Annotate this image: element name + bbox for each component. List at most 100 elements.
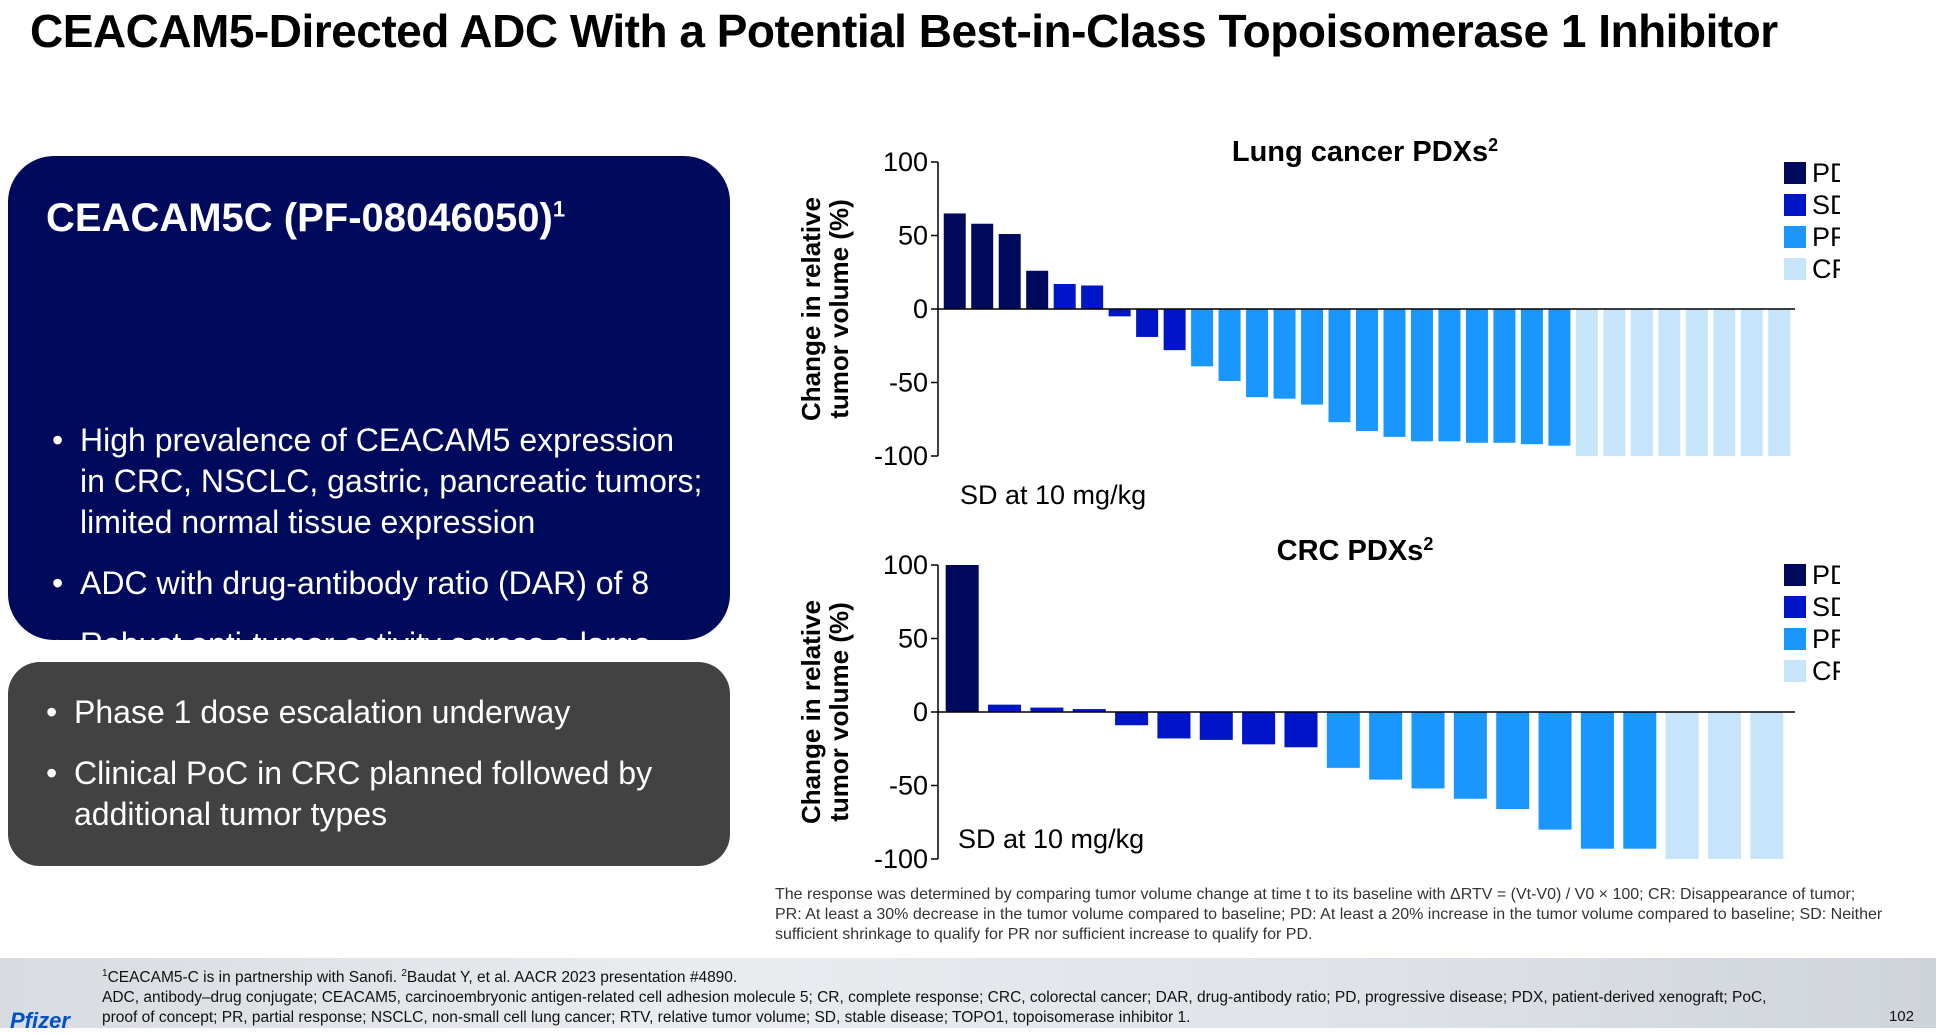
bar-sd xyxy=(1136,309,1159,337)
bar-pr xyxy=(1246,309,1269,398)
ref2-text: Baudat Y, et al. AACR 2023 presentation … xyxy=(406,969,738,986)
legend-swatch-pd xyxy=(1784,162,1806,184)
legend-label: SD xyxy=(1812,190,1840,220)
chart-title-text: CRC PDXs xyxy=(1277,535,1424,567)
legend-swatch-pr xyxy=(1784,226,1806,248)
legend-label: PD xyxy=(1812,158,1840,188)
bar-pd xyxy=(1026,270,1049,309)
page-number: 102 xyxy=(1888,1008,1914,1025)
pfizer-logo: Pfizer xyxy=(10,1008,70,1033)
bar-cr xyxy=(1665,712,1699,859)
bar-pr xyxy=(1493,309,1516,443)
bar-cr xyxy=(1630,309,1653,456)
bar-cr xyxy=(1575,309,1598,456)
y-tick-label: 0 xyxy=(913,697,928,727)
bar-pd xyxy=(945,565,979,712)
y-tick-label: 100 xyxy=(883,147,928,177)
bar-cr xyxy=(1768,309,1791,456)
bar-cr xyxy=(1658,309,1681,456)
bar-sd xyxy=(1081,285,1104,309)
y-axis-title-line: Change in relative xyxy=(796,600,826,824)
bar-sd xyxy=(1053,284,1076,309)
y-tick-label: 50 xyxy=(898,221,928,251)
bar-sd xyxy=(1199,712,1233,740)
y-axis-title-line: Change in relative xyxy=(796,197,826,421)
bar-cr xyxy=(1707,712,1741,859)
y-tick-label: -50 xyxy=(889,771,928,801)
bar-pr xyxy=(1453,712,1487,799)
chart-title-sup: 2 xyxy=(1488,135,1498,155)
lung-cancer-waterfall-chart: Lung cancer PDXs2 100 50 0 -50 -100 Change in … xyxy=(796,135,1840,510)
dose-annotation: SD at 10 mg/kg xyxy=(960,480,1146,510)
bar-cr xyxy=(1685,309,1708,456)
bar-pr xyxy=(1191,309,1214,367)
status-bullet-list: Phase 1 dose escalation underway Clinica… xyxy=(40,692,720,855)
summary-bullet: High prevalence of CEACAM5 expression in… xyxy=(46,420,706,543)
chart-title: Lung cancer PDXs2 xyxy=(1232,135,1498,168)
panel-heading-sup: 1 xyxy=(552,196,566,222)
y-axis-title-line: tumor volume (%) xyxy=(824,199,854,419)
legend-label: SD xyxy=(1812,592,1840,622)
bar-pr xyxy=(1548,309,1571,446)
bar-sd xyxy=(1072,709,1106,712)
bar-pr xyxy=(1328,309,1351,423)
ref1-sup: 1 xyxy=(102,967,108,979)
bar-pr xyxy=(1369,712,1403,780)
bar-sd xyxy=(1157,712,1191,739)
reference-line: 1CEACAM5-C is in partnership with Sanofi… xyxy=(102,968,1802,988)
legend-label: CR xyxy=(1812,254,1840,284)
legend-label: PR xyxy=(1812,624,1840,654)
bar-pr xyxy=(1623,712,1657,849)
footer-references: 1CEACAM5-C is in partnership with Sanofi… xyxy=(102,968,1802,1028)
bar-cr xyxy=(1713,309,1736,456)
drug-summary-panel: CEACAM5C (PF-08046050)1 High prevalence … xyxy=(8,156,730,703)
chart-title: CRC PDXs2 xyxy=(1277,534,1434,567)
bar-pd xyxy=(971,223,994,309)
bar-sd xyxy=(1115,712,1149,726)
summary-bullet: ADC with drug-antibody ratio (DAR) of 8 xyxy=(46,563,706,604)
bar-sd xyxy=(1108,309,1131,317)
bar-pr xyxy=(1383,309,1406,437)
dose-annotation: SD at 10 mg/kg xyxy=(958,824,1144,854)
legend-swatch-sd xyxy=(1784,194,1806,216)
bar-pr xyxy=(1410,309,1433,442)
bar-sd xyxy=(1030,707,1064,712)
legend-label: CR xyxy=(1812,656,1840,686)
response-criteria-footnote: The response was determined by comparing… xyxy=(775,886,1883,943)
page-title: CEACAM5-Directed ADC With a Potential Be… xyxy=(30,5,1778,57)
panel-heading: CEACAM5C (PF-08046050)1 xyxy=(46,196,565,241)
legend-swatch-sd xyxy=(1784,596,1806,618)
legend-label: PR xyxy=(1812,222,1840,252)
bar-pr xyxy=(1465,309,1488,443)
bar-cr xyxy=(1750,712,1784,859)
bar-pr xyxy=(1580,712,1614,849)
y-axis-title: Change in relativetumor volume (%) xyxy=(796,197,854,421)
y-tick-label: 0 xyxy=(913,294,928,324)
y-tick-label: 100 xyxy=(883,550,928,580)
legend-swatch-cr xyxy=(1784,660,1806,682)
bar-pr xyxy=(1301,309,1324,405)
bar-sd xyxy=(1284,712,1318,748)
y-tick-label: -100 xyxy=(874,844,928,870)
panel-heading-text: CEACAM5C (PF-08046050) xyxy=(46,196,553,240)
bar-pr xyxy=(1411,712,1445,789)
bar-pr xyxy=(1438,309,1461,442)
bar-pr xyxy=(1326,712,1360,768)
chart-title-text: Lung cancer PDXs xyxy=(1232,136,1488,168)
bar-sd xyxy=(1242,712,1276,745)
y-tick-label: -100 xyxy=(874,441,928,471)
bar-pr xyxy=(1273,309,1296,399)
bar-cr xyxy=(1740,309,1763,456)
legend-swatch-pd xyxy=(1784,564,1806,586)
bar-pr xyxy=(1520,309,1543,445)
status-bullet: Phase 1 dose escalation underway xyxy=(40,692,720,733)
bar-sd xyxy=(1163,309,1186,351)
y-axis-title: Change in relativetumor volume (%) xyxy=(796,600,854,824)
crc-waterfall-chart: CRC PDXs2 100 50 0 -50 -100 Change in relative… xyxy=(796,534,1840,870)
footer-bar: 1CEACAM5-C is in partnership with Sanofi… xyxy=(0,958,1936,1033)
abbreviations-text: ADC, antibody–drug conjugate; CEACAM5, c… xyxy=(102,989,1767,1026)
ref1-text: CEACAM5-C is in partnership with Sanofi. xyxy=(107,969,402,986)
bar-pr xyxy=(1356,309,1378,432)
y-tick-label: -50 xyxy=(889,368,928,398)
legend-swatch-pr xyxy=(1784,628,1806,650)
